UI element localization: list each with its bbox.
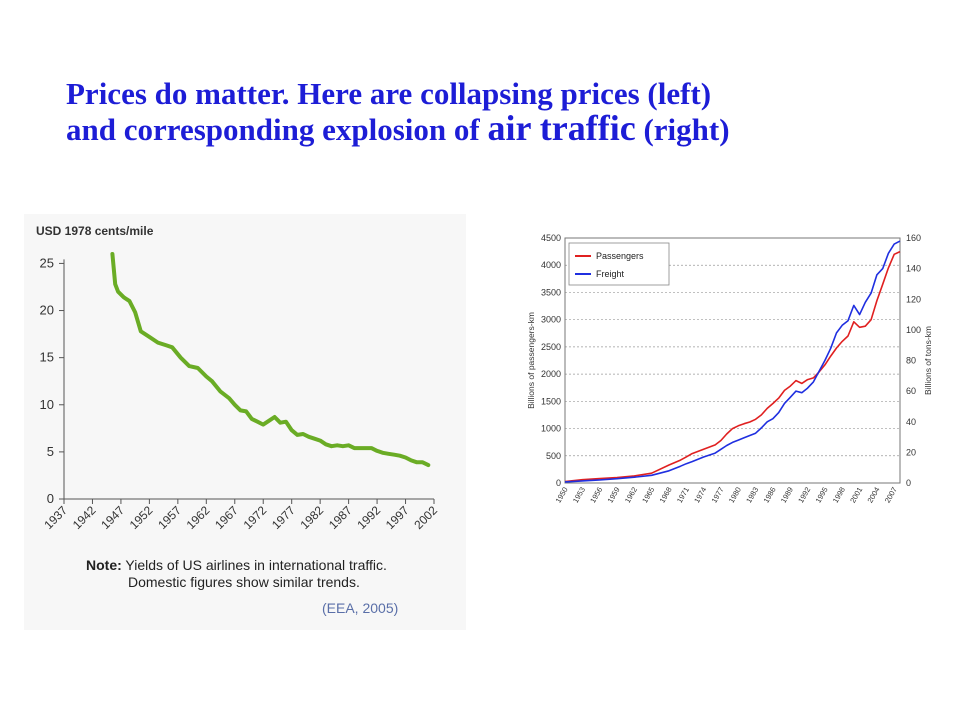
traffic-y-tick-label: 4000	[541, 260, 561, 270]
traffic-x-tick-label: 1977	[710, 486, 726, 505]
price-x-tick-label: 1967	[212, 503, 241, 532]
traffic-x-tick-label: 2001	[848, 486, 864, 505]
note-label: Note:	[86, 557, 122, 573]
title-emphasis-air-traffic: air traffic	[487, 108, 636, 148]
price-chart-panel: USD 1978 cents/mile 0 5 10 15 20 25 1937 1942 19…	[24, 214, 466, 630]
traffic-chart: 0 500 1000 1500 2000 2500 3000 3500 4000 4500 0 20 4…	[526, 233, 933, 505]
price-x-tick-label: 1962	[184, 503, 213, 532]
traffic-x-tick-label: 1992	[796, 486, 812, 505]
price-x-tick-label: 1952	[127, 503, 156, 532]
traffic-y-tick-label: 0	[556, 478, 561, 488]
slide-title: Prices do matter. Here are collapsing pr…	[66, 76, 926, 147]
price-y-tick-label: 20	[40, 303, 54, 318]
traffic-y2-tick-label: 0	[906, 478, 911, 488]
price-x-tick-label: 1972	[241, 503, 270, 532]
traffic-x-tick-label: 2004	[865, 486, 881, 505]
price-y-tick-label: 0	[47, 491, 54, 506]
traffic-x-tick-label: 1965	[640, 486, 656, 505]
traffic-y-tick-label: 1000	[541, 424, 561, 434]
traffic-y2-tick-label: 140	[906, 264, 921, 274]
traffic-x-tick-label: 1953	[571, 486, 587, 505]
price-chart-units-label: USD 1978 cents/mile	[36, 224, 154, 238]
traffic-x-tick-label: 1995	[814, 486, 830, 505]
traffic-x-tick-label: 1962	[623, 486, 639, 505]
traffic-x-tick-label: 1989	[779, 486, 795, 505]
traffic-x-tick-label: 2007	[883, 486, 899, 505]
price-x-tick-label: 1947	[98, 503, 127, 532]
traffic-y-tick-label: 3000	[541, 315, 561, 325]
traffic-plot-frame	[564, 237, 901, 484]
traffic-legend-box	[568, 242, 670, 286]
price-x-tick-label: 1942	[70, 503, 99, 532]
traffic-y2-tick-label: 60	[906, 386, 916, 396]
price-series-line	[110, 252, 431, 468]
traffic-y-tick-label: 3500	[541, 287, 561, 297]
traffic-y2-tick-label: 20	[906, 447, 916, 457]
traffic-y2-tick-label: 40	[906, 417, 916, 427]
price-chart-note: Note: Yields of US airlines in internati…	[86, 557, 387, 591]
price-x-tick-label: 1987	[326, 503, 355, 532]
traffic-x-tick-label: 1968	[658, 486, 674, 505]
price-x-tick-label: 1982	[297, 503, 326, 532]
price-x-tick-label: 1997	[383, 503, 412, 532]
title-line-1: Prices do matter. Here are collapsing pr…	[66, 76, 712, 111]
traffic-series-freight	[564, 240, 901, 483]
traffic-y2-tick-label: 100	[906, 325, 921, 335]
traffic-x-tick-label: 1971	[675, 486, 691, 505]
traffic-y-tick-label: 2000	[541, 369, 561, 379]
price-x-tick-label: 1937	[41, 503, 70, 532]
price-x-tick-label: 1992	[354, 503, 383, 532]
traffic-x-tick-label: 1974	[692, 486, 708, 505]
traffic-x-tick-label: 1956	[588, 486, 604, 505]
note-line-2: Domestic figures show similar trends.	[128, 574, 360, 590]
traffic-x-tick-label: 1998	[831, 486, 847, 505]
traffic-series-passengers	[564, 250, 901, 483]
traffic-y-tick-label: 2500	[541, 342, 561, 352]
price-chart-source: (EEA, 2005)	[322, 600, 399, 616]
price-x-tick-label: 1977	[269, 503, 298, 532]
price-y-tick-label: 25	[40, 255, 54, 270]
traffic-y-tick-label: 1500	[541, 396, 561, 406]
traffic-y2-tick-label: 160	[906, 233, 921, 243]
traffic-x-tick-label: 1980	[727, 486, 743, 505]
traffic-y2-tick-label: 120	[906, 294, 921, 304]
traffic-x-tick-label: 1983	[744, 486, 760, 505]
price-y-tick-label: 15	[40, 350, 54, 365]
title-line-2-end: (right)	[643, 112, 730, 147]
traffic-y-axis-title: Billions of passengers-km	[526, 312, 536, 409]
note-line-1: Yields of US airlines in international t…	[125, 557, 387, 573]
traffic-chart-panel: 0 500 1000 1500 2000 2500 3000 3500 4000 4500 0 20 4…	[520, 226, 940, 516]
price-x-tick-label: 2002	[411, 503, 440, 532]
price-x-tick-label: 1957	[155, 503, 184, 532]
traffic-legend-label-passengers: Passengers	[596, 251, 644, 261]
traffic-y2-tick-label: 80	[906, 356, 916, 366]
traffic-legend-label-freight: Freight	[596, 269, 625, 279]
price-y-tick-label: 5	[47, 444, 54, 459]
traffic-y-tick-label: 4500	[541, 233, 561, 243]
traffic-y2-axis-title: Billions of tons-km	[923, 326, 933, 395]
traffic-x-tick-label: 1986	[762, 486, 778, 505]
traffic-x-tick-label: 1950	[554, 486, 570, 505]
traffic-x-tick-label: 1959	[606, 486, 622, 505]
price-y-tick-label: 10	[40, 397, 54, 412]
traffic-y-tick-label: 500	[546, 451, 561, 461]
title-line-2-start: and corresponding explosion of	[66, 112, 480, 147]
